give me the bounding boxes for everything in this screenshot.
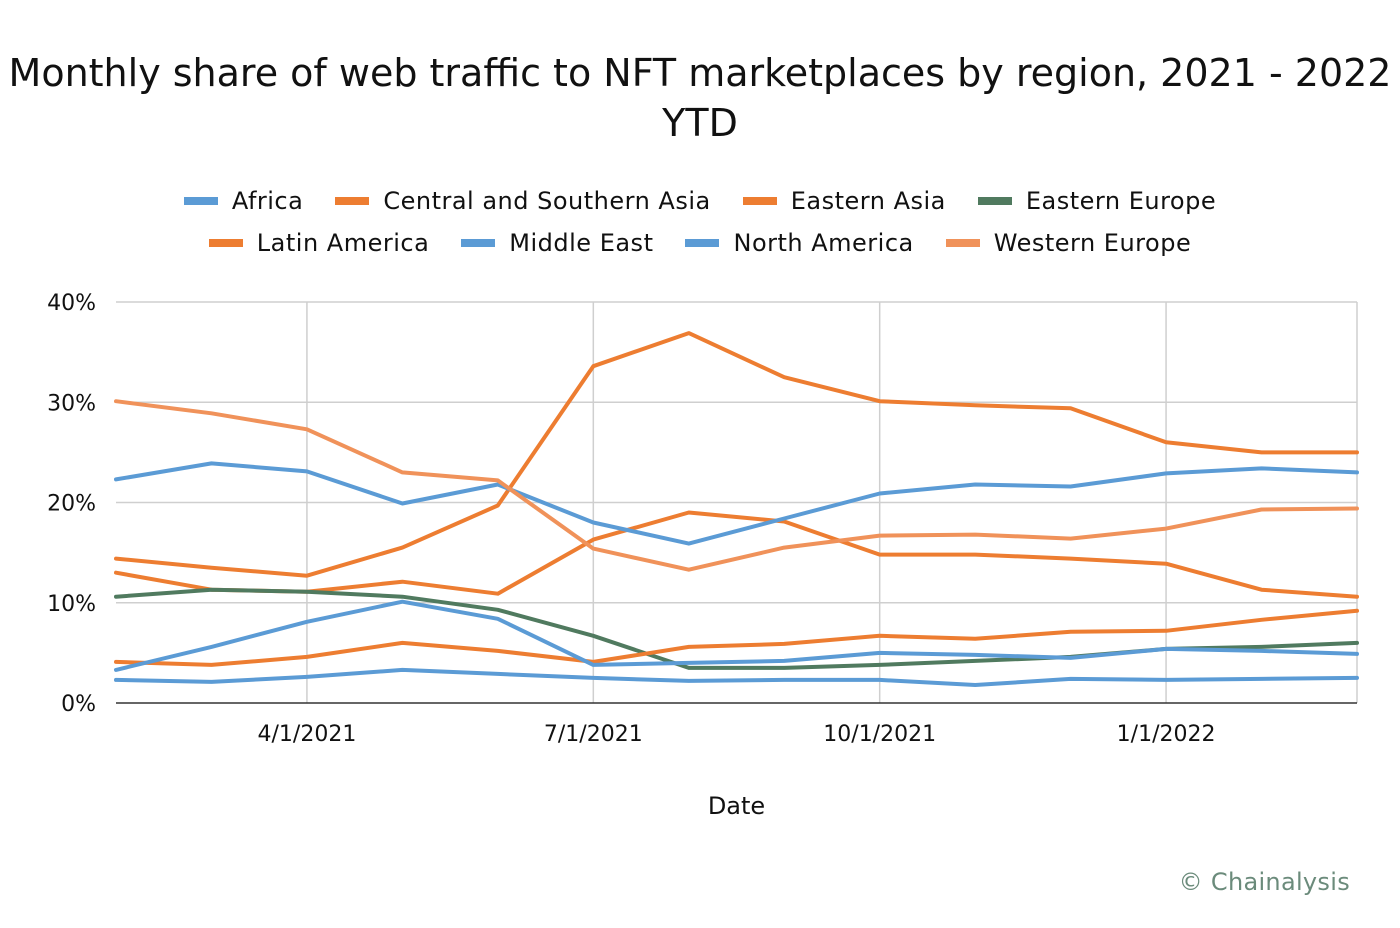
chainalysis-watermark: © Chainalysis	[1178, 868, 1350, 896]
legend-item: Central and Southern Asia	[335, 187, 710, 215]
legend-swatch	[461, 239, 496, 247]
chart-title: Monthly share of web traffic to NFT mark…	[8, 51, 1392, 145]
x-tick-label: 7/1/2021	[544, 722, 643, 747]
legend-item: Africa	[183, 187, 304, 215]
x-tick-label: 10/1/2021	[823, 722, 936, 747]
legend-label: North America	[733, 229, 914, 257]
legend-swatch	[685, 239, 720, 247]
x-axis-ticks: 4/1/2021 7/1/2021 10/1/2021 1/1/2022	[258, 722, 1216, 747]
chart-legend: Africa Central and Southern Asia Eastern A…	[0, 180, 1400, 264]
legend-swatch	[208, 239, 243, 247]
legend-swatch	[335, 197, 370, 205]
legend-row: Latin America Middle East North America Wes…	[0, 222, 1400, 264]
series-line-africa	[114, 667, 1359, 687]
legend-label: Western Europe	[993, 229, 1192, 257]
x-tick-label: 1/1/2022	[1117, 722, 1216, 747]
series-line-middle-east	[114, 599, 1359, 672]
y-tick-label: 40%	[47, 291, 96, 316]
x-axis-title: Date	[708, 792, 765, 820]
legend-item: Middle East	[461, 229, 653, 257]
legend-label: Latin America	[256, 229, 430, 257]
y-tick-label: 30%	[47, 391, 96, 416]
legend-swatch	[183, 197, 218, 205]
legend-label: Africa	[231, 187, 304, 215]
legend-swatch	[945, 239, 980, 247]
legend-label: Eastern Europe	[1025, 187, 1217, 215]
legend-label: Central and Southern Asia	[383, 187, 711, 215]
gridlines	[116, 301, 1358, 703]
series-lines	[114, 331, 1359, 687]
series-line-latin-america	[114, 608, 1359, 667]
series-line-north-america	[114, 461, 1359, 546]
x-tick-label: 4/1/2021	[258, 722, 357, 747]
legend-swatch	[977, 197, 1012, 205]
legend-item: Latin America	[208, 229, 430, 257]
y-tick-label: 20%	[47, 492, 96, 517]
series-line-western-europe	[114, 399, 1359, 572]
legend-item: Western Europe	[945, 229, 1192, 257]
series-line-eastern-asia	[114, 510, 1359, 599]
legend-row: Africa Central and Southern Asia Eastern A…	[0, 180, 1400, 222]
y-axis-ticks: 0% 10% 20% 30% 40%	[47, 291, 96, 717]
legend-item: Eastern Europe	[977, 187, 1217, 215]
y-tick-label: 10%	[47, 592, 96, 617]
legend-swatch	[742, 197, 777, 205]
y-tick-label: 0%	[61, 692, 96, 717]
legend-label: Eastern Asia	[790, 187, 946, 215]
legend-label: Middle East	[509, 229, 654, 257]
legend-item: North America	[685, 229, 913, 257]
series-line-central-and-southern-asia	[114, 331, 1359, 578]
legend-item: Eastern Asia	[742, 187, 946, 215]
